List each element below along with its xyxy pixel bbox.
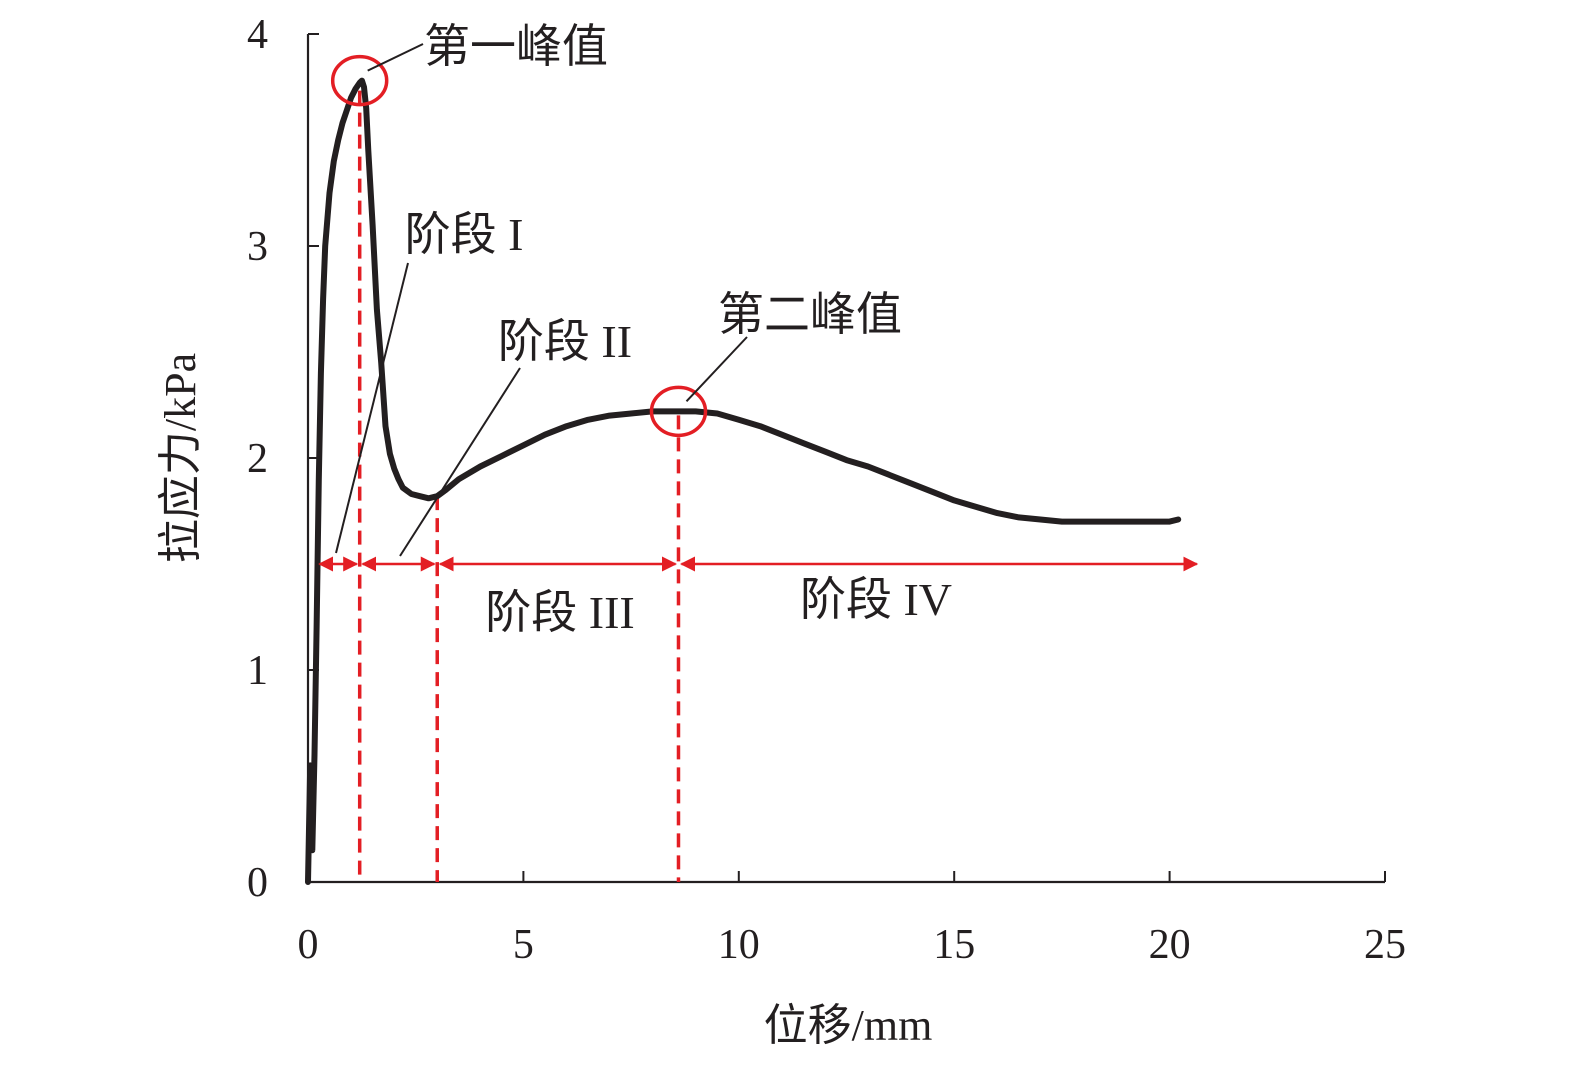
x-tick-label: 15 — [933, 922, 975, 968]
second-peak-label: 第二峰值 — [718, 289, 902, 340]
ticks: 0 5 10 15 20 25 0 1 2 3 4 — [247, 12, 1406, 968]
y-tick-label: 3 — [247, 224, 268, 270]
stress-curve — [305, 77, 1182, 885]
x-axis-title: 位移/mm — [764, 1001, 933, 1050]
x-tick-label: 5 — [513, 922, 534, 968]
curve-layer — [305, 77, 1182, 885]
y-tick-label: 1 — [247, 648, 268, 694]
second-peak-circle — [649, 385, 708, 438]
x-tick-label: 0 — [298, 922, 319, 968]
first-peak-label: 第一峰值 — [424, 21, 608, 72]
stage-label: 阶段 III — [485, 587, 634, 638]
stage-2-leader-line — [399, 367, 521, 557]
stage-1-leader-line — [335, 262, 409, 554]
y-tick-label: 2 — [247, 436, 268, 482]
y-tick-label: 4 — [247, 12, 268, 58]
first-peak-circle — [330, 54, 389, 107]
second-peak-leader-line — [685, 336, 748, 403]
stage-label: 阶段 IV — [800, 574, 952, 625]
y-axis-title: 拉应力/kPa — [156, 353, 205, 563]
x-tick-label: 25 — [1364, 922, 1406, 968]
first-peak-leader-line — [367, 43, 424, 72]
stage-label: 阶段 II — [498, 316, 632, 367]
y-tick-label: 0 — [247, 860, 268, 906]
x-tick-label: 10 — [718, 922, 760, 968]
stage-label: 阶段 I — [405, 209, 524, 260]
x-tick-label: 20 — [1149, 922, 1191, 968]
stage-guides — [357, 90, 681, 882]
